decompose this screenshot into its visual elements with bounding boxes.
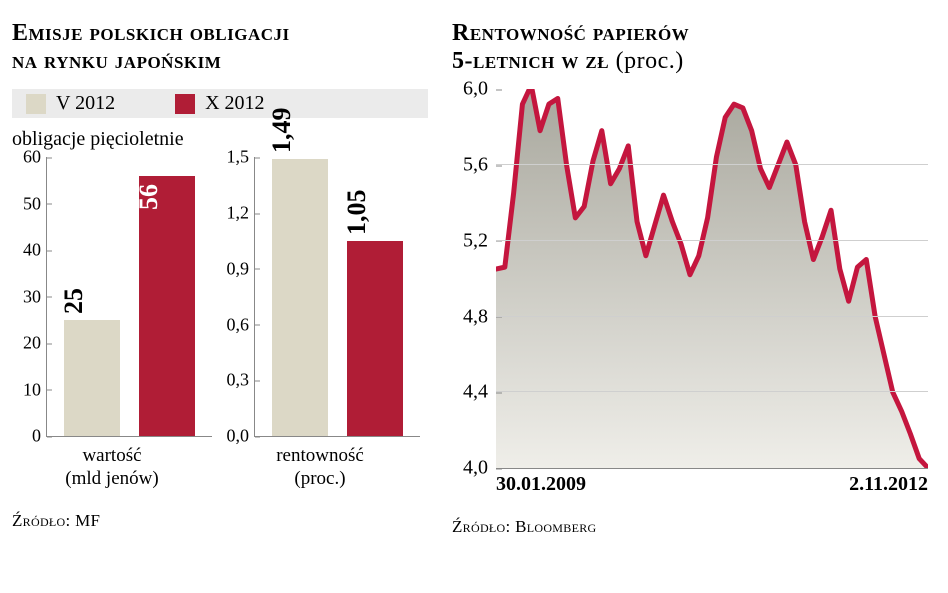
line-svg [496,89,928,468]
gridline [496,316,928,317]
plot-value: 01020304050602556 [46,157,212,437]
bar-label: 1,49 [267,108,297,154]
plot-yield: 0,00,30,60,91,21,51,491,05 [254,157,420,437]
gridline [496,164,928,165]
xlabel-value: wartość (mld jenów) [12,445,212,491]
area-fill [496,89,928,468]
left-source-value: MF [75,511,100,530]
ytick: 0,3 [227,370,256,391]
bar: 25 [64,320,120,436]
ytick: 6,0 [463,78,496,101]
ytick: 5,2 [463,229,496,252]
left-source: Źródło: MF [12,511,428,531]
left-title-line1: Emisje polskich obligacji [12,20,290,46]
line-xaxis: 30.01.2009 2.11.2012 [496,469,928,497]
bar: 56 [139,176,195,436]
ytick: 5,6 [463,154,496,177]
right-source-value: Bloomberg [515,517,596,536]
chart-yield: 0,00,30,60,91,21,51,491,05 rentowność (p… [220,157,420,491]
gridline [496,391,928,392]
x-start-label: 30.01.2009 [496,473,586,496]
legend-item-a: V 2012 [26,92,115,115]
x-end-label: 2.11.2012 [849,473,928,496]
right-source: Źródło: Bloomberg [452,517,928,537]
bar: 1,49 [272,159,328,436]
ytick: 4,0 [463,457,496,480]
left-title: Emisje polskich obligacji na rynku japoń… [12,20,428,75]
right-title-line2a: 5-letnich w zł [452,48,609,74]
right-title-line1: Rentowność papierów [452,20,689,46]
xlabel-yield-l1: rentowność [276,445,364,466]
legend-swatch-a [26,94,46,114]
left-title-line2: na rynku japońskim [12,48,221,74]
ytick: 0 [32,426,47,447]
bar-label: 25 [59,288,89,314]
left-subtitle: obligacje pięcioletnie [12,128,428,151]
xlabel-yield-l2: (proc.) [294,468,345,489]
ytick: 20 [23,333,47,354]
legend-label-a: V 2012 [56,92,115,115]
right-title: Rentowność papierów 5-letnich w zł (proc… [452,20,928,75]
ytick: 4,4 [463,381,496,404]
ytick: 40 [23,240,47,261]
right-source-label: Źródło: [452,517,511,536]
ytick: 0,0 [227,426,256,447]
left-source-label: Źródło: [12,511,71,530]
bar-label: 1,05 [342,189,372,235]
left-panel: Emisje polskich obligacji na rynku japoń… [0,0,440,593]
ytick: 1,2 [227,203,256,224]
ytick: 4,8 [463,305,496,328]
ytick: 50 [23,193,47,214]
chart-value: 01020304050602556 wartość (mld jenów) [12,157,212,491]
ytick: 1,5 [227,147,256,168]
gridline [496,240,928,241]
legend-label-b: X 2012 [205,92,264,115]
xlabel-value-l1: wartość [82,445,141,466]
ytick: 0,9 [227,258,256,279]
bars-row: 01020304050602556 wartość (mld jenów) 0,… [12,157,428,491]
xlabel-yield: rentowność (proc.) [220,445,420,491]
bar: 1,05 [347,241,403,436]
ytick: 10 [23,379,47,400]
line-plot: 4,04,44,85,25,66,0 [496,89,928,469]
right-panel: Rentowność papierów 5-letnich w zł (proc… [440,0,940,593]
ytick: 30 [23,286,47,307]
xlabel-value-l2: (mld jenów) [65,468,158,489]
bar-label: 56 [134,184,164,210]
right-title-line2b: (proc.) [616,48,684,74]
legend-swatch-b [175,94,195,114]
ytick: 60 [23,147,47,168]
legend: V 2012 X 2012 [12,89,428,118]
ytick: 0,6 [227,314,256,335]
legend-item-b: X 2012 [175,92,264,115]
